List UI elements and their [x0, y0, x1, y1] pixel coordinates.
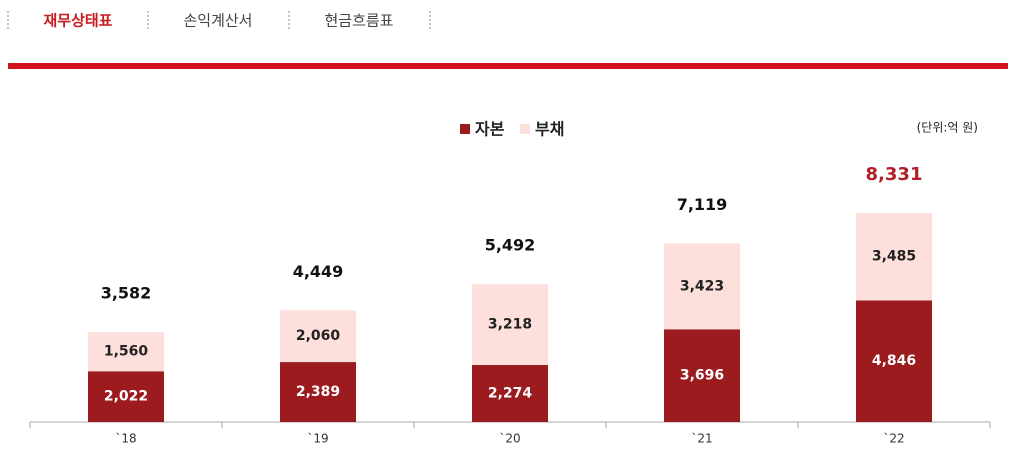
x-tick-label: `21	[691, 432, 712, 446]
bar-segment	[856, 300, 932, 422]
x-tick-label: `19	[307, 432, 328, 446]
x-tick-label: `18	[115, 432, 136, 446]
value-label: 3,485	[872, 249, 916, 265]
value-label: 2,022	[104, 389, 148, 405]
total-label: 3,582	[101, 284, 152, 303]
total-label: 8,331	[866, 164, 923, 185]
legend-swatch	[520, 124, 530, 134]
bar-segment	[280, 362, 356, 422]
bar-segment	[856, 213, 932, 301]
unit-label: (단위:억 원)	[917, 121, 978, 135]
tab[interactable]: 손익계산서	[183, 12, 252, 30]
total-label: 7,119	[677, 195, 728, 214]
bar-segment	[472, 364, 548, 422]
x-tick-label: `20	[499, 432, 520, 446]
value-label: 3,696	[680, 368, 724, 384]
value-label: 2,274	[488, 385, 533, 401]
value-label: 4,846	[872, 353, 916, 369]
tab[interactable]: 현금흐름표	[324, 12, 393, 30]
bar-segment	[280, 310, 356, 363]
value-label: 3,423	[680, 278, 724, 294]
x-tick-label: `22	[883, 432, 904, 446]
tab-underline	[8, 63, 1008, 69]
value-label: 3,218	[488, 317, 532, 333]
bar-segment	[88, 332, 164, 372]
bar-segment	[664, 329, 740, 422]
bar-segment	[88, 371, 164, 422]
tab[interactable]: 재무상태표	[43, 12, 112, 30]
bar-segment	[664, 243, 740, 330]
value-label: 1,560	[104, 344, 149, 360]
legend-label: 자본	[475, 120, 505, 139]
legend-label: 부채	[535, 120, 564, 139]
total-label: 4,449	[293, 262, 344, 281]
value-label: 2,389	[296, 384, 340, 400]
bar-segment	[472, 284, 548, 365]
value-label: 2,060	[296, 328, 341, 344]
legend-swatch	[460, 124, 470, 134]
tabs: 재무상태표 손익계산서 현금흐름표	[7, 11, 431, 31]
total-label: 5,492	[485, 236, 536, 255]
